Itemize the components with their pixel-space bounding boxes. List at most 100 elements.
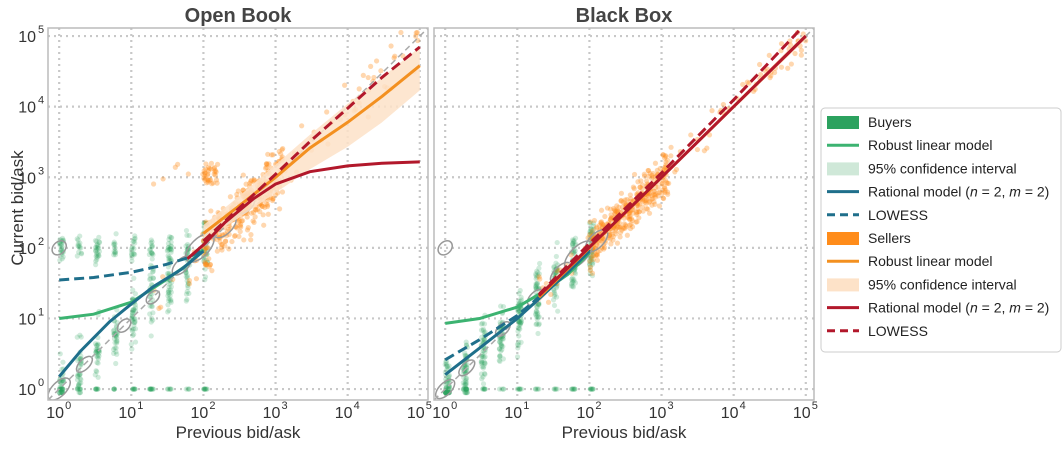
seller-point (235, 188, 241, 194)
buyer-point (94, 369, 100, 375)
y-tick-exponent: 2 (38, 236, 44, 248)
buyer-point (96, 245, 102, 252)
seller-point (270, 196, 276, 202)
buyer-point (96, 248, 103, 255)
seller-point (638, 178, 644, 184)
buyer-point (94, 342, 100, 348)
buyer-point (518, 320, 524, 326)
buyer-point (148, 237, 154, 243)
seller-point (607, 206, 614, 212)
buyer-point (164, 386, 171, 392)
buyer-point (572, 248, 578, 254)
buyer-point (110, 328, 116, 334)
seller-point (620, 225, 626, 231)
seller-point (627, 216, 633, 222)
buyer-point (94, 354, 101, 360)
seller-point (248, 210, 255, 216)
seller-point (645, 168, 652, 174)
buyer-point (587, 257, 593, 264)
seller-point (219, 241, 225, 248)
buyer-point (94, 245, 100, 251)
buyer-point (58, 246, 65, 252)
contour-ellipse (437, 240, 453, 256)
seller-point (660, 152, 666, 158)
y-tick-label: 10 (18, 100, 36, 117)
seller-point (202, 259, 208, 265)
panel-title: Open Book (185, 5, 293, 27)
buyer-point (94, 256, 100, 263)
buyer-point (498, 303, 504, 309)
buyer-point (460, 370, 466, 376)
seller-point (593, 225, 599, 231)
buyer-point (462, 389, 468, 396)
seller-point (657, 165, 663, 172)
seller-point (623, 222, 629, 228)
buyer-point (186, 386, 192, 392)
seller-point (622, 201, 628, 207)
buyer-point (515, 328, 521, 334)
seller-point (620, 199, 626, 205)
buyer-point (591, 226, 597, 232)
seller-point (788, 61, 794, 67)
buyer-point (203, 386, 210, 392)
buyer-point (587, 228, 593, 235)
buyer-point (517, 319, 523, 326)
buyer-point (76, 380, 83, 386)
seller-point (616, 204, 622, 210)
x-tick-label: 10 (46, 405, 64, 422)
buyer-point (114, 351, 120, 357)
buyer-point (130, 332, 136, 339)
buyer-point (463, 382, 469, 388)
buyer-point (463, 386, 469, 392)
seller-point (158, 304, 164, 310)
buyer-point (132, 386, 138, 392)
seller-point (651, 191, 657, 198)
buyer-point (95, 253, 101, 259)
sellers-robust-line (202, 64, 421, 235)
seller-point (663, 153, 669, 160)
buyer-point (569, 278, 576, 284)
buyer-point (480, 328, 486, 334)
seller-point (204, 244, 211, 251)
seller-point (635, 206, 641, 212)
seller-point (651, 199, 657, 205)
buyer-point (481, 386, 487, 392)
buyer-point (93, 368, 99, 374)
buyer-point (183, 291, 190, 297)
seller-point (612, 207, 618, 213)
seller-point (637, 184, 643, 191)
seller-point (244, 227, 251, 233)
seller-point (414, 29, 420, 36)
buyer-point (482, 329, 488, 335)
seller-point (324, 109, 330, 115)
buyer-point (149, 250, 155, 257)
seller-point (621, 225, 627, 231)
buyer-point (147, 272, 153, 278)
seller-point (239, 218, 245, 224)
buyer-point (128, 251, 135, 257)
buyer-point (482, 349, 488, 355)
seller-point (655, 184, 661, 190)
seller-point (175, 161, 181, 167)
seller-point (626, 216, 633, 222)
buyer-point (461, 386, 467, 392)
buyer-point (132, 305, 139, 311)
buyer-point (168, 239, 174, 245)
buyer-point (478, 360, 485, 367)
buyer-point (551, 293, 557, 299)
seller-point (594, 252, 600, 258)
buyer-point (186, 232, 192, 239)
seller-point (651, 192, 658, 198)
buyer-point (58, 386, 64, 393)
buyer-point (514, 354, 521, 360)
seller-point (252, 214, 258, 220)
buyer-point (496, 386, 503, 392)
x-tick-label: 10 (793, 405, 811, 422)
buyer-point (497, 358, 503, 364)
buyer-point (114, 340, 120, 346)
buyer-point (589, 386, 596, 392)
seller-point (792, 50, 798, 57)
buyer-point (111, 252, 117, 258)
seller-point (202, 261, 208, 268)
buyer-point (93, 258, 99, 264)
